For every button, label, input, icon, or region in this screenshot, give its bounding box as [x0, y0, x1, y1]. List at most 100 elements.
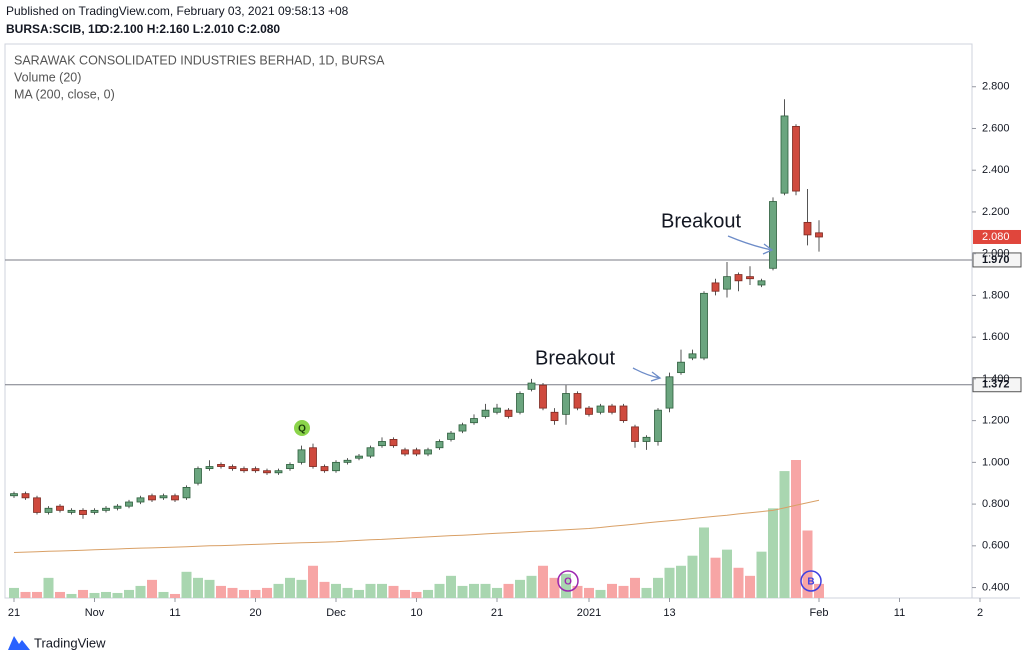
footer-logo: TradingView: [8, 635, 106, 650]
volume-bar: [446, 575, 456, 598]
volume-bar: [239, 589, 249, 598]
candle-body: [780, 115, 789, 194]
x-tick-label: Feb: [810, 607, 829, 619]
marker: [800, 570, 822, 592]
candle-body: [527, 382, 536, 390]
candle-body: [182, 486, 191, 499]
y-tick-label: 2.600: [982, 122, 1010, 134]
last-price-box: [973, 229, 1021, 244]
y-tick-label: 1.200: [982, 415, 1010, 427]
logo-icon: [8, 636, 30, 650]
candle-body: [33, 497, 41, 513]
candle-body: [734, 274, 743, 282]
volume-bar: [342, 587, 353, 598]
volume-bar: [756, 551, 767, 598]
volume-bar: [802, 530, 813, 598]
volume-bar: [124, 589, 134, 598]
volume-bar: [331, 583, 341, 598]
volume-bar: [181, 571, 192, 598]
candle-body: [343, 459, 352, 463]
volume-bar: [434, 583, 445, 598]
x-tick-label: 13: [663, 607, 675, 619]
x-tick-label: 21: [491, 607, 503, 619]
candle-body: [113, 505, 122, 509]
candle-body: [688, 353, 697, 359]
volume-bar: [607, 583, 617, 598]
candle-body: [309, 447, 317, 467]
volume-bar: [710, 557, 721, 598]
candle-body: [608, 405, 616, 413]
volume-bar: [262, 587, 272, 598]
volume-bar: [584, 587, 594, 598]
candle-body: [240, 468, 248, 472]
candle-body: [516, 393, 524, 413]
volume-bar: [112, 592, 123, 598]
candle-body: [654, 409, 662, 442]
volume-bar: [32, 591, 42, 598]
y-tick-label: 1.400: [982, 373, 1010, 385]
marker-label: B: [807, 577, 814, 588]
volume-bar: [515, 579, 525, 598]
volume-bar: [618, 585, 629, 598]
candle-body: [769, 201, 777, 269]
chart-title: SARAWAK CONSOLIDATED INDUSTRIES BERHAD, …: [14, 53, 385, 67]
volume-bar: [653, 577, 663, 598]
arrow: [632, 367, 662, 382]
candle-body: [550, 411, 559, 422]
y-tick-label: 1.800: [982, 289, 1010, 301]
volume-bar: [9, 587, 19, 598]
candle-body: [815, 232, 823, 238]
volume-bar: [561, 573, 571, 598]
x-tick-label: Nov: [85, 607, 105, 619]
x-tick-label: Dec: [326, 607, 346, 619]
y-tick-label: 2.200: [982, 206, 1010, 218]
candle-body: [332, 461, 340, 472]
x-tick-label: 11: [169, 607, 180, 619]
candle-body: [228, 466, 237, 470]
volume-bar: [388, 585, 399, 598]
x-tick-label: 2: [977, 607, 983, 619]
annotation: Breakout: [661, 210, 741, 232]
candle-body: [90, 509, 99, 513]
candle-body: [412, 449, 421, 455]
candle-body: [10, 493, 18, 497]
volume-bar: [676, 565, 686, 598]
candle-body: [171, 495, 179, 501]
x-tick-label: 2021: [577, 607, 601, 619]
hline-label: 1.970: [982, 254, 1010, 266]
annotation: Breakout: [535, 347, 615, 369]
candle-body: [757, 280, 766, 286]
volume-bar: [469, 583, 479, 598]
candle-body: [79, 509, 87, 515]
y-tick-label: 1.600: [982, 331, 1010, 343]
candle-body: [539, 384, 547, 409]
y-tick-label: 2.400: [982, 164, 1010, 176]
last-price-label: 2.080: [982, 231, 1010, 243]
candle-body: [205, 466, 214, 470]
candle-body: [251, 468, 260, 472]
candle-body: [470, 418, 478, 424]
candle-layer: [10, 99, 823, 519]
volume-bar: [595, 589, 606, 598]
candle-body: [792, 125, 800, 192]
volume-bar: [43, 577, 54, 598]
volume-bar: [158, 591, 169, 598]
ohlc: O:2.100 H:2.160 L:2.010 C:2.080: [100, 22, 280, 36]
ma-layer: [13, 499, 820, 553]
volume-bar: [641, 587, 652, 598]
volume-bar: [814, 583, 824, 598]
marker: [294, 420, 310, 436]
marker-layer: Q O B: [294, 420, 822, 592]
candle-body: [631, 426, 639, 442]
candle-body: [481, 409, 490, 417]
candle-body: [274, 470, 283, 474]
candle-body: [320, 466, 329, 472]
marker-label: O: [564, 577, 572, 588]
volume-bar: [687, 555, 698, 598]
volume-bar: [89, 592, 100, 598]
volume-bar: [503, 583, 514, 598]
candle-body: [389, 439, 398, 447]
symbol: BURSA:SCIB, 1D: [6, 22, 104, 36]
volume-bar: [526, 575, 537, 598]
volume-bar: [101, 591, 111, 598]
